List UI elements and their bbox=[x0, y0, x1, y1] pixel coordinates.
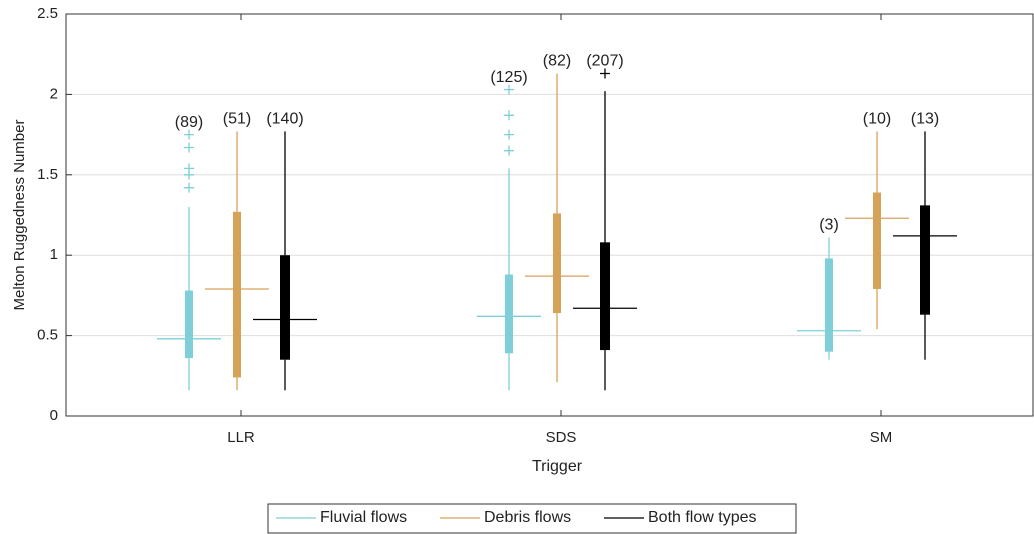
x-tick-label: SDS bbox=[546, 429, 577, 446]
count-label: (125) bbox=[490, 69, 527, 86]
outlier bbox=[504, 110, 514, 121]
box bbox=[553, 213, 561, 314]
box bbox=[920, 205, 930, 315]
y-tick-label: 0 bbox=[50, 407, 58, 424]
count-label: (207) bbox=[586, 53, 623, 70]
outlier bbox=[600, 68, 610, 79]
outlier bbox=[184, 163, 194, 174]
count-label: (51) bbox=[223, 111, 251, 128]
y-axis-label: Melton Ruggedness Number bbox=[11, 120, 28, 311]
count-label: (3) bbox=[819, 217, 839, 234]
box bbox=[600, 242, 610, 351]
box bbox=[280, 255, 290, 360]
outlier bbox=[184, 182, 194, 193]
box bbox=[185, 290, 193, 359]
count-label: (82) bbox=[543, 53, 571, 70]
legend-label: Fluvial flows bbox=[320, 509, 407, 526]
count-label: (13) bbox=[911, 111, 939, 128]
box bbox=[505, 274, 513, 354]
y-tick-label: 1 bbox=[50, 246, 58, 263]
outlier bbox=[504, 84, 514, 95]
y-tick-label: 2 bbox=[50, 85, 58, 102]
x-axis-label: Trigger bbox=[532, 458, 583, 475]
box bbox=[825, 258, 833, 352]
outlier bbox=[184, 129, 194, 140]
box bbox=[233, 211, 241, 378]
x-tick-label: LLR bbox=[227, 429, 255, 446]
legend-frame bbox=[267, 503, 797, 534]
y-tick-label: 1.5 bbox=[37, 166, 58, 183]
count-label: (10) bbox=[863, 111, 891, 128]
y-tick-label: 0.5 bbox=[37, 327, 58, 344]
legend: Fluvial flows Debris flows Both flow types bbox=[267, 503, 797, 534]
count-label: (89) bbox=[175, 114, 203, 131]
outlier bbox=[184, 142, 194, 153]
legend-label: Debris flows bbox=[484, 509, 571, 526]
x-tick-label: SM bbox=[870, 429, 893, 446]
plot-frame bbox=[65, 13, 1034, 417]
box bbox=[873, 192, 881, 289]
y-tick-label: 2.5 bbox=[37, 5, 58, 22]
outlier bbox=[504, 145, 514, 156]
outlier bbox=[504, 129, 514, 140]
legend-label: Both flow types bbox=[648, 509, 757, 526]
count-label: (140) bbox=[266, 111, 303, 128]
